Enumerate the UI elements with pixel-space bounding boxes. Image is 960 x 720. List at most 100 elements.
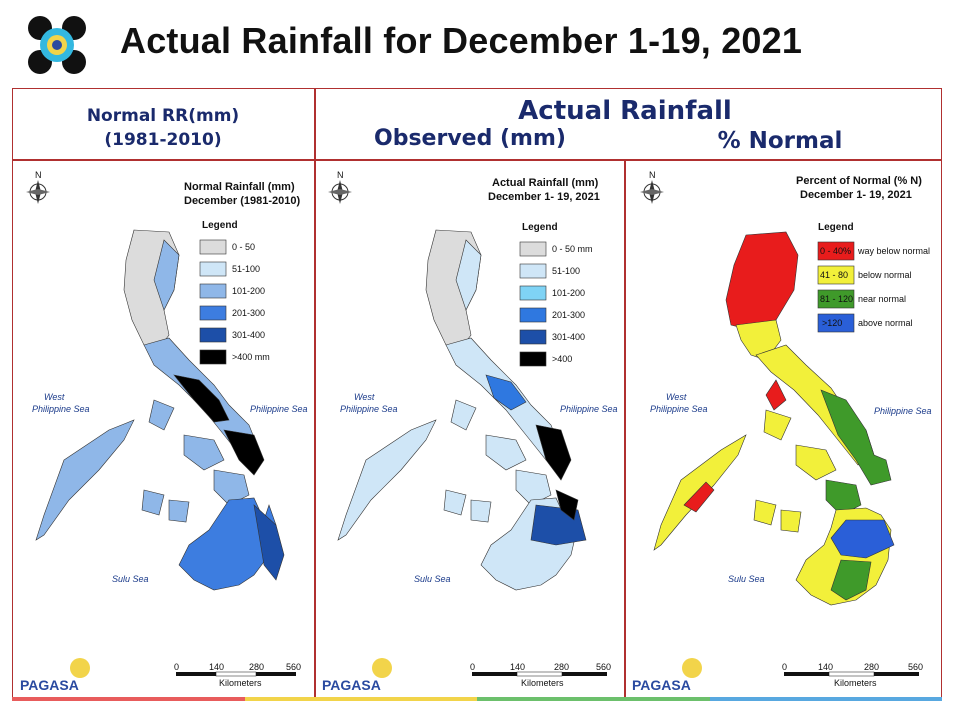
svg-text:Kilometers: Kilometers: [219, 678, 262, 688]
legend-swatch: [519, 285, 547, 301]
legend-swatch: [199, 283, 227, 299]
legend: Legend 0 - 50 mm 51-100 101-200 201-300 …: [519, 222, 593, 367]
svg-text:Sulu Sea: Sulu Sea: [112, 574, 149, 584]
svg-text:PAGASA: PAGASA: [322, 677, 381, 693]
svg-text:Legend: Legend: [522, 222, 558, 233]
pagasa-badge: PAGASA: [322, 658, 392, 693]
pagasa-badge: PAGASA: [20, 658, 90, 693]
svg-text:201-300: 201-300: [552, 310, 585, 320]
legend-swatch: [199, 261, 227, 277]
svg-text:0: 0: [470, 662, 475, 672]
svg-text:0 - 50: 0 - 50: [232, 242, 255, 252]
philippines-map: [653, 231, 895, 606]
svg-text:301-400: 301-400: [232, 330, 265, 340]
normal-header: Normal RR(mm) (1981-2010): [14, 104, 312, 152]
actual-header: Actual Rainfall: [518, 96, 732, 126]
legend-swatch: [519, 263, 547, 279]
svg-text:51-100: 51-100: [552, 266, 580, 276]
legend-swatch: [199, 327, 227, 343]
compass-icon: N: [328, 170, 352, 204]
scale-bar: 0 140 280 560 Kilometers: [782, 662, 923, 688]
philippines-map: [337, 229, 587, 591]
svg-text:140: 140: [510, 662, 525, 672]
svg-text:Philippine Sea: Philippine Sea: [250, 404, 308, 414]
bottom-color-bar: [12, 697, 942, 701]
observed-rainfall-map: N Actual Rainfall (mm) December 1- 19, 2…: [316, 160, 623, 700]
svg-text:>400 mm: >400 mm: [232, 352, 270, 362]
compass-icon: N: [26, 170, 50, 204]
pagasa-badge: PAGASA: [632, 658, 702, 693]
philippines-map: [35, 229, 285, 591]
percent-normal-map: N Percent of Normal (% N) December 1- 19…: [626, 160, 941, 700]
map-title-line1: Normal Rainfall (mm): [184, 181, 295, 193]
divider: [624, 160, 626, 700]
svg-text:140: 140: [209, 662, 224, 672]
legend-swatch: [519, 329, 547, 345]
svg-text:West: West: [354, 392, 375, 402]
svg-text:PAGASA: PAGASA: [632, 677, 691, 693]
svg-text:51-100: 51-100: [232, 264, 260, 274]
svg-text:280: 280: [864, 662, 879, 672]
svg-text:PAGASA: PAGASA: [20, 677, 79, 693]
legend-swatch: [817, 241, 855, 261]
legend-swatch: [519, 241, 547, 257]
map-title-line2: December 1- 19, 2021: [800, 189, 912, 201]
svg-text:0: 0: [782, 662, 787, 672]
svg-text:560: 560: [596, 662, 611, 672]
pagasa-logo: [28, 16, 86, 74]
legend-swatch: [199, 349, 227, 365]
svg-text:41 - 80: 41 - 80: [820, 270, 848, 280]
svg-text:Philippine Sea: Philippine Sea: [560, 404, 618, 414]
map-title-line2: December (1981-2010): [184, 195, 301, 207]
svg-text:Philippine Sea: Philippine Sea: [874, 406, 932, 416]
legend-swatch: [519, 351, 547, 367]
svg-text:81 - 120: 81 - 120: [820, 294, 853, 304]
svg-text:Philippine Sea: Philippine Sea: [650, 404, 708, 414]
scale-bar: 0 140 280 560 Kilometers: [470, 662, 611, 688]
svg-text:280: 280: [554, 662, 569, 672]
divider: [314, 88, 316, 700]
observed-header: Observed (mm): [374, 126, 566, 151]
svg-text:Philippine Sea: Philippine Sea: [32, 404, 90, 414]
legend-swatch: [199, 305, 227, 321]
svg-text:Philippine Sea: Philippine Sea: [340, 404, 398, 414]
svg-text:301-400: 301-400: [552, 332, 585, 342]
svg-text:Legend: Legend: [202, 220, 238, 231]
svg-text:Legend: Legend: [818, 222, 854, 233]
percent-header: % Normal: [717, 128, 843, 154]
legend: Legend 0 - 50 51-100 101-200 201-300 301…: [199, 220, 270, 365]
svg-text:Kilometers: Kilometers: [521, 678, 564, 688]
svg-text:way below normal: way below normal: [857, 246, 930, 256]
svg-text:below normal: below normal: [858, 270, 912, 280]
svg-text:above normal: above normal: [858, 318, 913, 328]
normal-header-line1: Normal RR(mm): [86, 106, 240, 126]
svg-text:N: N: [35, 170, 42, 180]
legend: Legend 0 - 40% way below normal 41 - 80 …: [817, 222, 930, 333]
svg-text:N: N: [337, 170, 344, 180]
svg-text:Kilometers: Kilometers: [834, 678, 877, 688]
legend-swatch: [199, 239, 227, 255]
compass-icon: N: [640, 170, 664, 204]
svg-text:101-200: 101-200: [552, 288, 585, 298]
normal-rainfall-map: N Normal Rainfall (mm) December (1981-20…: [14, 160, 313, 700]
divider: [12, 159, 942, 161]
svg-text:0: 0: [174, 662, 179, 672]
svg-text:>120: >120: [822, 318, 842, 328]
svg-text:280: 280: [249, 662, 264, 672]
map-title-line1: Actual Rainfall (mm): [492, 177, 599, 189]
page-title: Actual Rainfall for December 1-19, 2021: [120, 20, 803, 61]
map-title-line1: Percent of Normal (% N): [796, 175, 922, 187]
legend-swatch: [519, 307, 547, 323]
svg-text:>400: >400: [552, 354, 572, 364]
svg-text:West: West: [666, 392, 687, 402]
normal-header-line2: (1981-2010): [104, 130, 222, 150]
svg-text:Sulu Sea: Sulu Sea: [728, 574, 765, 584]
legend-swatch: [817, 313, 855, 333]
scale-bar: 0 140 280 560 Kilometers: [174, 662, 301, 688]
svg-text:0 - 40%: 0 - 40%: [820, 246, 851, 256]
svg-text:0 - 50 mm: 0 - 50 mm: [552, 244, 593, 254]
svg-text:near normal: near normal: [858, 294, 906, 304]
svg-text:101-200: 101-200: [232, 286, 265, 296]
legend-swatch: [817, 265, 855, 285]
svg-text:560: 560: [286, 662, 301, 672]
